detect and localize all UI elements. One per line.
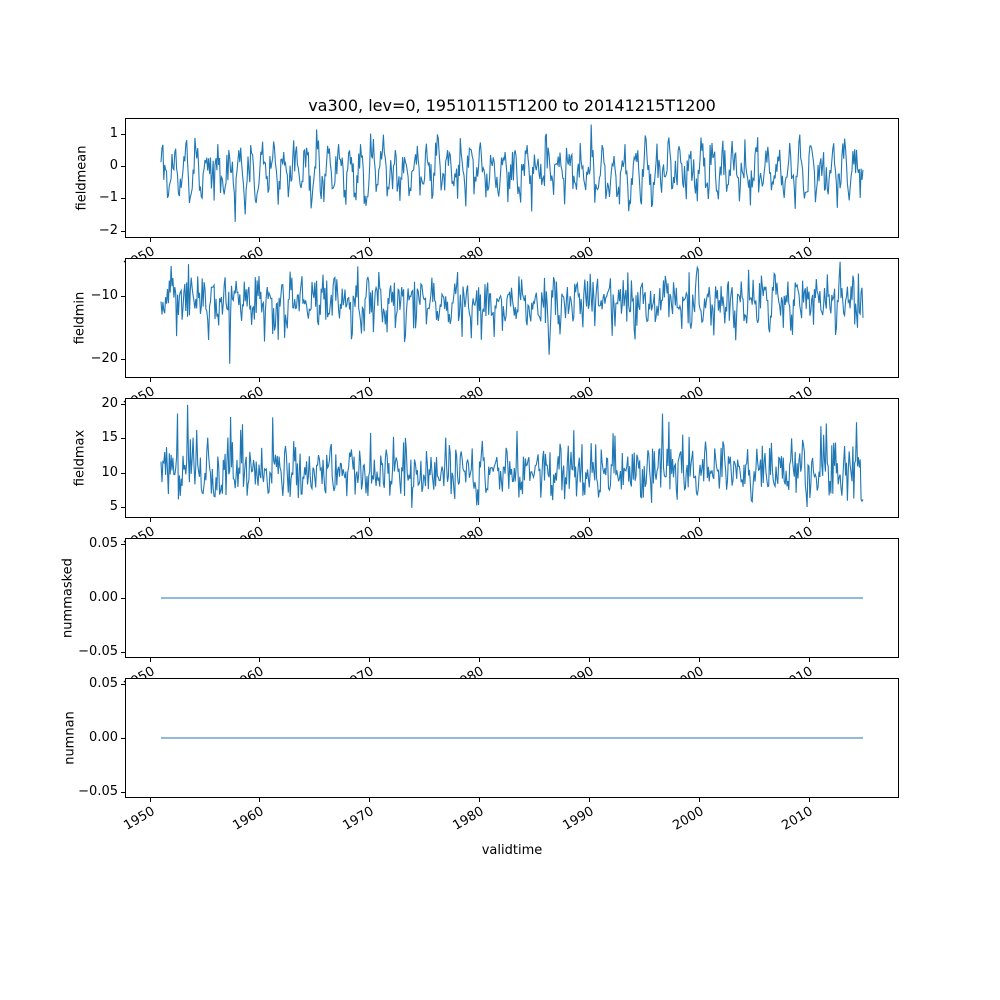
y-tick-label: 0.05 xyxy=(89,536,118,552)
x-tick-mark xyxy=(589,658,590,662)
y-tick-label: 0.00 xyxy=(89,590,118,605)
x-tick-mark xyxy=(259,518,260,522)
x-tick-mark xyxy=(369,518,370,522)
x-tick-mark xyxy=(479,378,480,382)
y-tick-label: −10 xyxy=(90,288,118,304)
x-tick-label: 2010 xyxy=(779,804,817,834)
subplot-fieldmean: fieldmean 10−1−2195019601970198019902000… xyxy=(75,118,899,274)
y-tick-label: −20 xyxy=(90,351,118,367)
y-tick-mark xyxy=(121,652,125,653)
line-series-numnan xyxy=(161,737,863,739)
x-tick-mark xyxy=(259,798,260,802)
y-tick-mark xyxy=(121,359,125,360)
x-tick-mark xyxy=(809,798,810,802)
x-tick-mark xyxy=(259,658,260,662)
x-tick-label: 1990 xyxy=(560,804,597,834)
chart-title: va300, lev=0, 19510115T1200 to 20141215T… xyxy=(308,96,716,115)
x-tick-mark xyxy=(150,658,151,662)
x-tick-label: 1980 xyxy=(450,804,487,834)
y-tick-mark xyxy=(121,684,125,685)
x-tick-mark xyxy=(479,798,480,802)
y-tick-label: 0 xyxy=(109,157,118,173)
y-tick-label: 0.05 xyxy=(89,676,118,692)
x-axis-label: validtime xyxy=(481,843,543,858)
y-tick-label: −2 xyxy=(98,222,118,238)
x-tick-mark xyxy=(369,378,370,382)
x-tick-mark xyxy=(699,238,700,242)
y-tick-label: 0.00 xyxy=(89,730,118,745)
x-tick-label: 1960 xyxy=(230,804,267,834)
y-tick-mark xyxy=(121,738,125,739)
y-tick-mark xyxy=(121,507,125,508)
x-tick-label: 1970 xyxy=(340,804,377,834)
x-tick-mark xyxy=(809,518,810,522)
x-tick-mark xyxy=(150,798,151,802)
x-tick-mark xyxy=(809,238,810,242)
y-tick-label: 10 xyxy=(101,464,118,480)
x-tick-mark xyxy=(479,518,480,522)
y-tick-mark xyxy=(121,231,125,232)
y-tick-label: −1 xyxy=(98,190,118,206)
x-tick-mark xyxy=(589,378,590,382)
x-tick-mark xyxy=(589,238,590,242)
y-tick-label: −0.05 xyxy=(78,783,118,799)
y-tick-label: −0.05 xyxy=(78,643,118,659)
line-series-nummasked xyxy=(161,597,863,599)
x-tick-mark xyxy=(150,238,151,242)
y-tick-mark xyxy=(121,166,125,167)
line-series-fieldmin xyxy=(160,261,864,364)
x-tick-mark xyxy=(259,238,260,242)
x-tick-mark xyxy=(699,378,700,382)
x-tick-mark xyxy=(259,378,260,382)
x-tick-mark xyxy=(369,238,370,242)
y-tick-mark xyxy=(121,198,125,199)
x-tick-label: 2000 xyxy=(670,804,707,834)
x-tick-mark xyxy=(699,518,700,522)
x-tick-mark xyxy=(150,518,151,522)
y-tick-mark xyxy=(121,404,125,405)
y-tick-mark xyxy=(121,544,125,545)
subplot-fieldmax: fieldmax 2015105195019601970198019902000… xyxy=(73,396,899,554)
subplot-numnan: numnan 0.05 0.00 −0.05 1950 1960 1970 1980 1990… xyxy=(63,676,899,834)
x-tick-label: 1950 xyxy=(120,804,158,834)
y-tick-label: 5 xyxy=(109,499,118,515)
y-tick-mark xyxy=(121,598,125,599)
y-tick-mark xyxy=(121,296,125,297)
x-tick-mark xyxy=(809,378,810,382)
x-tick-mark xyxy=(150,378,151,382)
x-tick-mark xyxy=(479,658,480,662)
subplot-fieldmin: fieldmin −10−201950196019701980199020002… xyxy=(73,258,899,414)
x-tick-mark xyxy=(809,658,810,662)
x-tick-mark xyxy=(699,658,700,662)
x-tick-mark xyxy=(589,798,590,802)
line-series-fieldmean xyxy=(160,124,864,222)
y-tick-mark xyxy=(121,438,125,439)
y-tick-label: 1 xyxy=(109,125,118,141)
y-tick-label: 15 xyxy=(101,430,118,446)
ylabel-nummasked: nummasked xyxy=(60,558,76,638)
x-tick-mark xyxy=(479,238,480,242)
y-tick-label: 20 xyxy=(101,395,118,411)
x-tick-mark xyxy=(589,518,590,522)
x-tick-mark xyxy=(699,798,700,802)
x-tick-mark xyxy=(369,658,370,662)
x-tick-mark xyxy=(369,798,370,802)
y-tick-mark xyxy=(121,134,125,135)
line-series-fieldmax xyxy=(160,404,864,508)
y-tick-mark xyxy=(121,473,125,474)
subplot-nummasked: nummasked 0.050.00−0.0519501960197019801… xyxy=(61,536,899,694)
y-tick-mark xyxy=(121,792,125,793)
